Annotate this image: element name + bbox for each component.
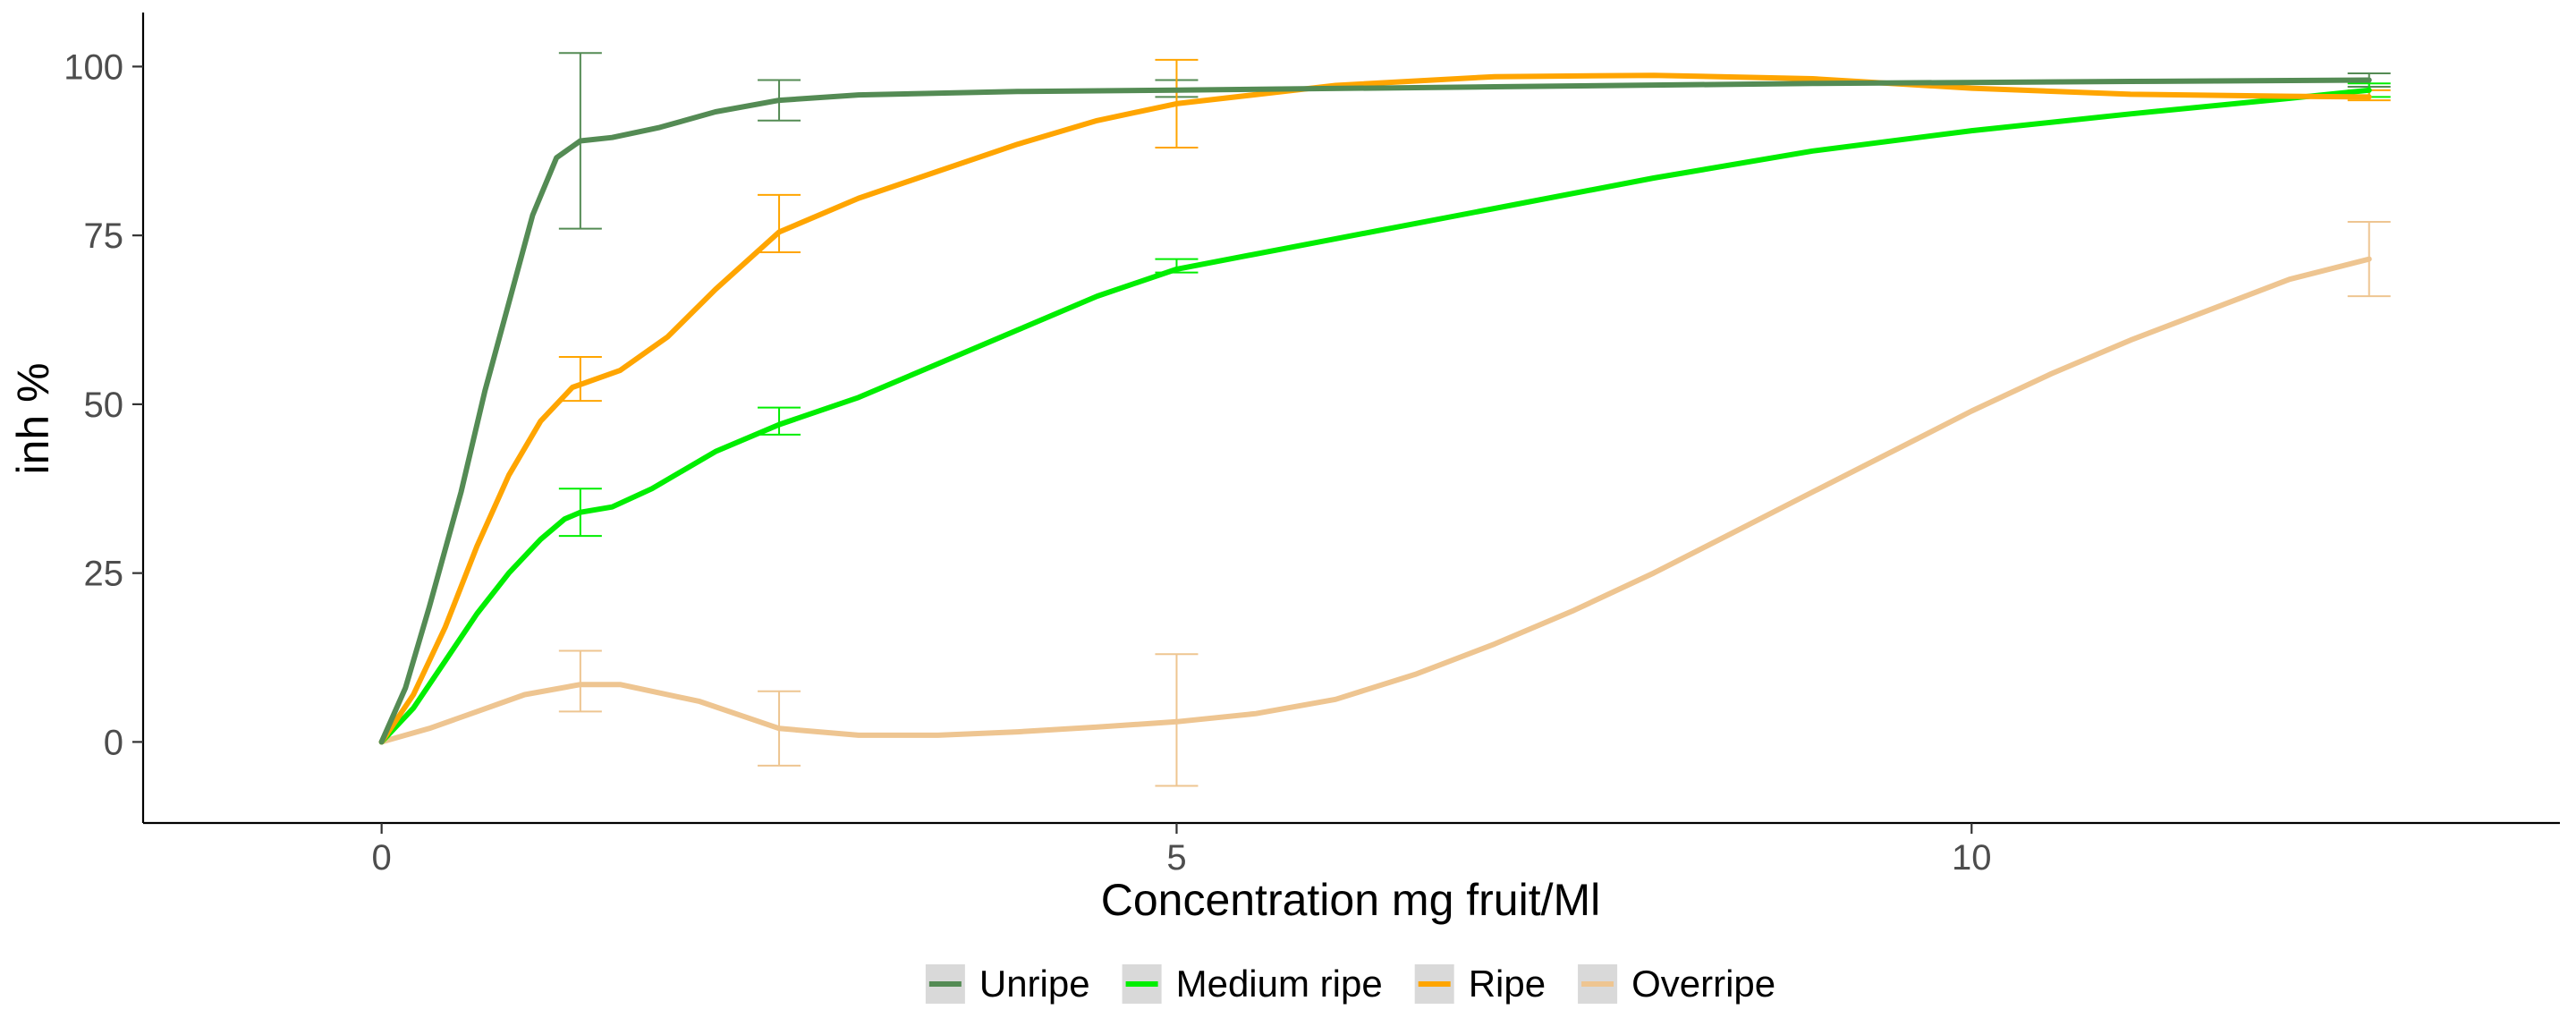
legend-label: Ripe bbox=[1469, 963, 1546, 1005]
x-tick-label: 0 bbox=[372, 838, 392, 878]
legend-item-overripe: Overripe bbox=[1578, 963, 1775, 1005]
legend-item-medium-ripe: Medium ripe bbox=[1122, 963, 1383, 1005]
error-bar-medium-ripe bbox=[758, 406, 801, 436]
x-tick-label: 5 bbox=[1166, 838, 1186, 878]
legend-label: Unripe bbox=[979, 963, 1090, 1005]
x-tick-label: 10 bbox=[1952, 838, 1992, 878]
y-tick-label: 50 bbox=[84, 386, 124, 425]
series-line-medium-ripe bbox=[378, 87, 2372, 745]
x-axis-title: Concentration mg fruit/Ml bbox=[1101, 875, 1601, 925]
series-line-overripe bbox=[378, 256, 2372, 745]
legend-item-unripe: Unripe bbox=[925, 963, 1090, 1005]
legend: Unripe Medium ripe Ripe Overripe bbox=[925, 963, 1775, 1005]
y-tick-label: 25 bbox=[84, 555, 124, 594]
y-tick-label: 75 bbox=[84, 216, 124, 256]
error-bar-ripe bbox=[758, 193, 801, 254]
y-tick-label: 0 bbox=[104, 723, 123, 762]
series-line-ripe bbox=[378, 72, 2372, 745]
tick-labels: 0 25 50 75 100 0 5 10 bbox=[64, 47, 1991, 878]
series-lines bbox=[378, 72, 2372, 745]
legend-label: Medium ripe bbox=[1176, 963, 1383, 1005]
legend-label: Overripe bbox=[1631, 963, 1775, 1005]
y-tick-label: 100 bbox=[64, 47, 123, 87]
error-bar-ripe bbox=[558, 356, 602, 403]
y-axis-title: inh % bbox=[8, 362, 58, 474]
legend-item-ripe: Ripe bbox=[1414, 963, 1546, 1005]
axes bbox=[141, 13, 2560, 825]
error-bars bbox=[558, 52, 2391, 787]
series-line-unripe bbox=[378, 77, 2372, 745]
error-bar-overripe bbox=[558, 649, 602, 713]
